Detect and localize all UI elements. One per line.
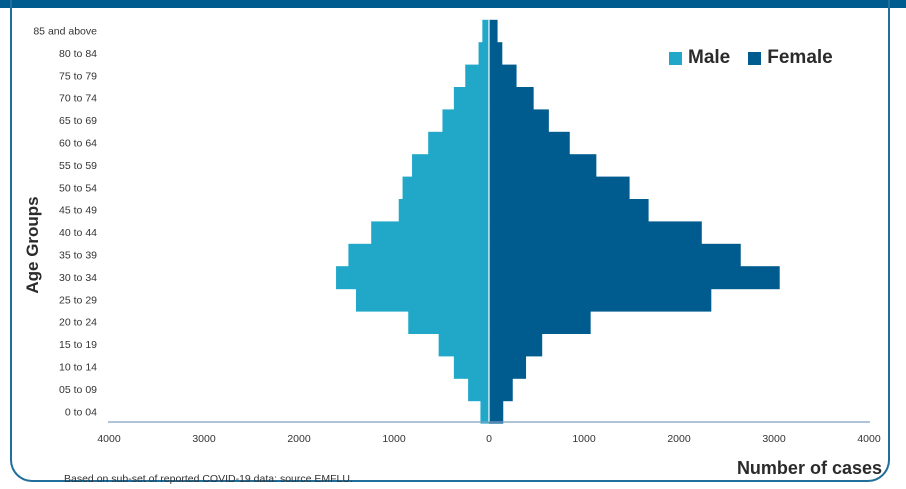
- bar-female-9: [489, 221, 702, 245]
- bar-female-13: [489, 311, 591, 334]
- x-tick-label: 2000: [287, 433, 311, 445]
- bar-male-15: [453, 355, 489, 379]
- legend-label-male: Male: [688, 47, 731, 68]
- bar-male-8: [398, 199, 489, 222]
- bar-female-2: [489, 64, 517, 88]
- y-tick-label: 55 to 59: [59, 160, 97, 172]
- y-tick-label: 70 to 74: [59, 93, 97, 105]
- title-banner: [0, 0, 906, 8]
- bar-female-8: [489, 199, 649, 222]
- bar-male-13: [408, 311, 489, 334]
- bar-male-5: [428, 131, 489, 155]
- bar-female-17: [489, 400, 504, 424]
- bar-male-1: [478, 42, 489, 66]
- bar-male-17: [480, 400, 489, 424]
- legend: Male Female: [669, 47, 833, 69]
- y-tick-label: 75 to 79: [59, 70, 97, 82]
- bar-female-12: [489, 288, 712, 312]
- bar-female-5: [489, 131, 570, 155]
- bar-female-14: [489, 333, 543, 357]
- bar-female-7: [489, 176, 630, 200]
- legend-item-female: Female: [748, 47, 833, 69]
- x-tick-label: 4000: [97, 433, 121, 445]
- bar-male-10: [348, 243, 489, 267]
- y-tick-label: 85 and above: [33, 26, 97, 38]
- bar-male-4: [442, 109, 489, 133]
- bar-male-9: [371, 221, 489, 245]
- bar-female-11: [489, 266, 780, 290]
- bar-male-3: [453, 87, 489, 110]
- legend-swatch-female: [748, 51, 762, 65]
- bar-male-2: [465, 64, 489, 88]
- bar-female-6: [489, 154, 597, 178]
- bar-female-10: [489, 243, 741, 267]
- legend-swatch-male: [669, 51, 682, 65]
- footnote: Based on sub-set of reported COVID-19 da…: [64, 473, 353, 485]
- y-tick-label: 25 to 29: [59, 294, 97, 306]
- y-tick-label: 50 to 54: [59, 182, 97, 194]
- x-tick-label: 3000: [762, 433, 786, 445]
- x-tick-label: 4000: [857, 433, 881, 445]
- bar-male-16: [468, 378, 489, 402]
- bar-female-15: [489, 355, 527, 379]
- bar-female-1: [489, 42, 503, 66]
- y-tick-label: 20 to 24: [59, 317, 97, 329]
- y-tick-label: 30 to 34: [59, 272, 97, 284]
- legend-label-female: Female: [767, 47, 833, 68]
- bar-male-12: [356, 288, 489, 312]
- chart-card: [10, 0, 890, 482]
- y-tick-label: 45 to 49: [59, 205, 97, 217]
- bar-male-6: [412, 154, 489, 178]
- y-tick-label: 40 to 44: [59, 227, 97, 239]
- y-tick-label: 0 to 04: [65, 406, 97, 418]
- y-tick-label: 05 to 09: [59, 384, 97, 396]
- y-axis-title: Age Groups: [23, 196, 42, 294]
- y-tick-label: 80 to 84: [59, 48, 97, 60]
- bar-female-0: [489, 19, 498, 43]
- x-tick-label: 2000: [667, 433, 691, 445]
- y-tick-label: 60 to 64: [59, 138, 97, 150]
- x-tick-label: 0: [486, 433, 492, 445]
- y-tick-label: 35 to 39: [59, 250, 97, 262]
- bar-female-4: [489, 109, 549, 133]
- legend-item-male: Male: [669, 47, 730, 69]
- x-tick-label: 1000: [572, 433, 596, 445]
- x-tick-label: 3000: [192, 433, 216, 445]
- bar-male-11: [336, 266, 489, 290]
- bar-male-0: [482, 19, 489, 43]
- y-tick-label: 65 to 69: [59, 115, 97, 127]
- x-axis-title: Number of cases: [736, 458, 882, 478]
- x-tick-label: 1000: [382, 433, 406, 445]
- bar-male-7: [402, 176, 489, 200]
- bar-female-16: [489, 378, 513, 402]
- bar-male-14: [438, 333, 489, 357]
- y-tick-label: 15 to 19: [59, 339, 97, 351]
- bar-female-3: [489, 87, 534, 110]
- y-tick-label: 10 to 14: [59, 362, 97, 374]
